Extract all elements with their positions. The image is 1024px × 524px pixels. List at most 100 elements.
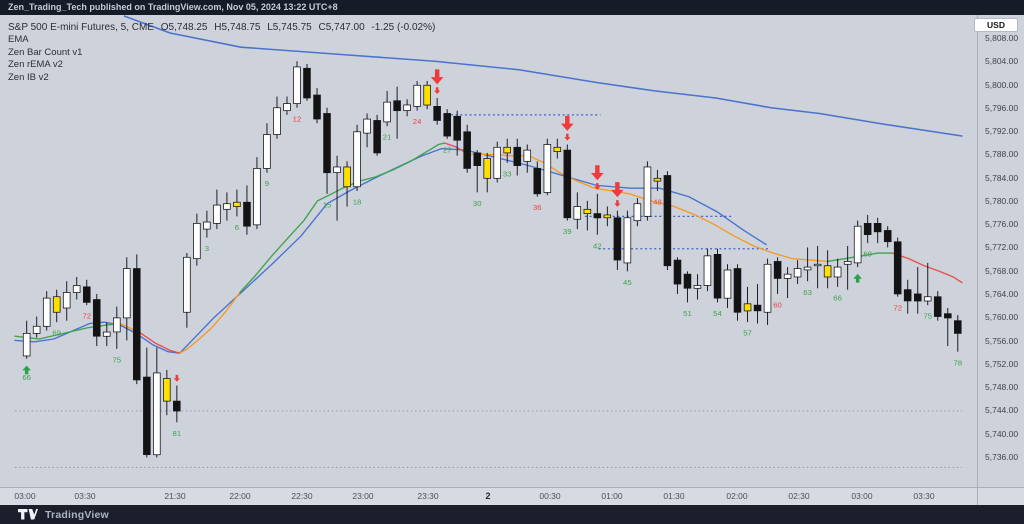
candle-body [923, 296, 932, 302]
candle-body [633, 203, 642, 222]
rema-line [467, 153, 828, 263]
candle-body [944, 313, 952, 319]
candle-body [813, 263, 822, 267]
bar-count-label: 3 [205, 244, 209, 253]
time-axis[interactable]: 03:00 03:30 21:30 22:00 22:30 23:00 23:30 2 00:3… [0, 487, 1024, 506]
candle-body [793, 268, 802, 278]
ohlc-high: H5,748.75 [214, 22, 261, 33]
footer-bar: TradingView [0, 505, 1024, 524]
candle-body [132, 268, 141, 381]
bar-count-label: 72 [82, 312, 91, 321]
price-axis-label: 5,800.00 [985, 80, 1019, 90]
price-axis-label: 5,744.00 [985, 405, 1019, 415]
indicator-label-zen-rema[interactable]: Zen rEMA v2 [8, 59, 63, 70]
bar-count-label: 60 [773, 301, 782, 310]
candle-body [753, 304, 762, 312]
candle-body [293, 66, 301, 104]
price-axis-label: 5,792.00 [985, 126, 1019, 136]
candle-body [143, 376, 151, 456]
price-axis[interactable]: USD 5,808.00 5,804.00 5,800.00 5,796.00 5,79… [974, 15, 1024, 487]
sell-signal-dot-icon [173, 374, 180, 382]
candle-body [673, 259, 682, 285]
candle-body [713, 254, 722, 299]
bar-count-label: 69 [52, 329, 61, 338]
bar-count-label: 36 [533, 203, 542, 212]
price-axis-label: 5,796.00 [985, 103, 1019, 113]
price-axis-label: 5,776.00 [985, 219, 1019, 229]
symbol-title[interactable]: S&P 500 E-mini Futures, 5, CME [8, 22, 154, 33]
candle-body [613, 217, 622, 261]
bar-count-label: 66 [22, 373, 31, 382]
price-axis-label: 5,784.00 [985, 173, 1019, 183]
candle-body [253, 168, 261, 226]
candle-body [523, 149, 532, 162]
bar-count-label: 45 [623, 278, 632, 287]
buy-signal-arrow-icon [853, 273, 863, 283]
candle-body [513, 146, 522, 167]
time-axis-label: 01:30 [663, 491, 685, 501]
candle-body [443, 113, 451, 137]
bar-count-label: 24 [413, 117, 422, 126]
candle-body [413, 84, 421, 107]
candle-body [693, 285, 702, 289]
price-axis-label: 5,736.00 [985, 452, 1019, 462]
candle-body [833, 266, 842, 278]
usd-currency-button[interactable]: USD [974, 18, 1018, 32]
candle-body [773, 261, 782, 279]
bar-count-label: 39 [563, 227, 572, 236]
candle-body [273, 107, 281, 135]
candle-body [583, 208, 592, 214]
candle-body [483, 158, 492, 179]
candle-body [843, 261, 852, 265]
candle-body [203, 221, 211, 230]
chart-region: 66 69 72 75 81 3 6 9 12 15 18 21 24 27 30 33 36 39 42 45 48 5… [0, 15, 1024, 487]
candle-body [903, 289, 912, 302]
ohlc-open: O5,748.25 [160, 22, 208, 33]
sell-signal-arrow-icon [591, 165, 604, 181]
candle-body [803, 266, 812, 271]
candle-body [82, 286, 91, 303]
time-axis-label: 03:00 [14, 491, 36, 501]
price-axis-label: 5,760.00 [985, 312, 1019, 322]
time-axis-label: 21:30 [164, 491, 186, 501]
rema-line [179, 291, 241, 354]
price-axis-label: 5,768.00 [985, 266, 1019, 276]
candle-body [823, 265, 832, 278]
candle-body [52, 296, 61, 313]
price-axis-label: 5,780.00 [985, 196, 1019, 206]
bar-count-label: 9 [265, 179, 269, 188]
rema-line [138, 331, 181, 354]
bar-count-label: 69 [863, 250, 872, 259]
candle-body [223, 203, 231, 210]
bar-count-label: 6 [235, 223, 239, 232]
ema-line [123, 15, 963, 137]
tradingview-brand-text[interactable]: TradingView [45, 508, 109, 521]
price-axis-label: 5,756.00 [985, 336, 1019, 346]
candle-body [383, 101, 391, 123]
candle-body [873, 222, 882, 233]
candle-body [113, 317, 121, 333]
candle-body [573, 206, 582, 220]
sell-signal-arrow-icon [561, 115, 574, 131]
sell-signal-arrow-icon [430, 69, 444, 85]
time-axis-date-label: 2 [485, 491, 491, 501]
bar-count-label: 42 [593, 241, 602, 250]
time-axis-label: 03:00 [851, 491, 873, 501]
candle-body [733, 268, 742, 313]
attribution-bar: Zen_Trading_Tech published on TradingVie… [0, 0, 1024, 15]
rema-line [826, 252, 893, 263]
buy-signal-arrow-icon [22, 365, 32, 375]
bar-count-label: 27 [443, 145, 452, 154]
time-axis-label: 23:30 [417, 491, 439, 501]
candle-body [353, 131, 361, 188]
tradingview-logo-icon[interactable] [18, 509, 38, 520]
indicator-label-zen-ib[interactable]: Zen IB v2 [8, 71, 49, 83]
indicator-label-ema[interactable]: EMA [8, 34, 29, 45]
candle-body [263, 134, 271, 169]
candle-body [433, 106, 441, 121]
indicator-label-zen-bar-count[interactable]: Zen Bar Count v1 [8, 46, 83, 58]
candle-body [243, 201, 251, 227]
candle-body [403, 104, 411, 111]
candle-body [863, 222, 872, 236]
